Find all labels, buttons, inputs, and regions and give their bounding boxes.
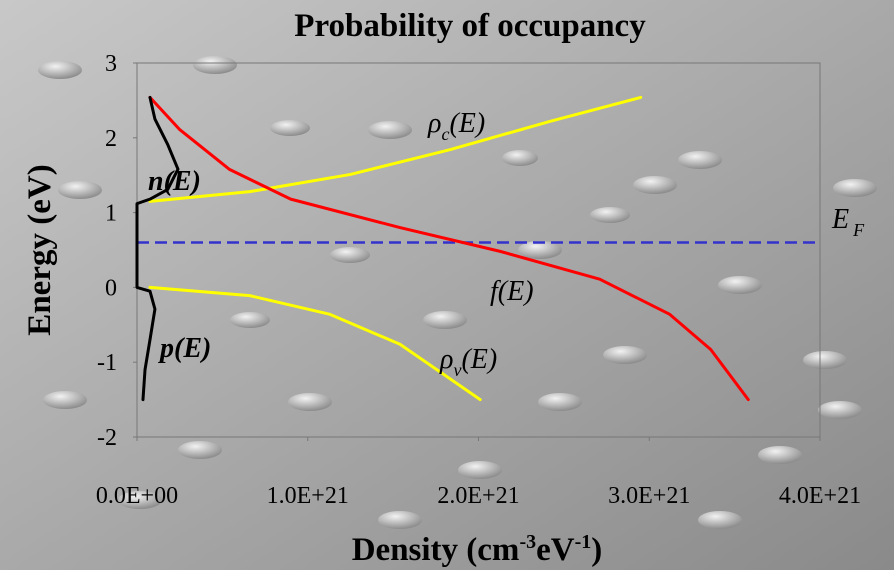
y-tick-label: 0 bbox=[105, 275, 117, 301]
annotation-part: (E) bbox=[449, 108, 485, 139]
curve bbox=[148, 95, 643, 203]
x-tick-label: 0.0E+00 bbox=[96, 483, 178, 509]
plot: -2 -1 0 1 2 3 0.0E+00 1.0E+21 2.0E+21 3.0E+21 4.0E… bbox=[96, 51, 861, 509]
annotation-part: ρ bbox=[439, 344, 453, 375]
annotation: n(E) bbox=[148, 166, 201, 197]
y-tick-label: 3 bbox=[105, 51, 117, 77]
curve bbox=[135, 95, 180, 402]
annotation-part: ρ bbox=[427, 108, 441, 139]
chart-title: Probability of occupancy bbox=[294, 8, 646, 44]
x-axis-title-part: Density (cm bbox=[352, 532, 520, 568]
x-axis-title-sup: -1 bbox=[575, 531, 592, 553]
annotation-sub: v bbox=[453, 360, 461, 380]
annotation-part: E bbox=[831, 204, 849, 235]
background-dots bbox=[38, 56, 877, 529]
annotation-part: (E) bbox=[461, 344, 497, 375]
x-tick-label: 2.0E+21 bbox=[437, 483, 519, 509]
curve bbox=[148, 285, 482, 402]
y-tick-label: -2 bbox=[97, 425, 117, 451]
y-axis-title: Energy (eV) bbox=[22, 164, 58, 335]
y-tick-label: 1 bbox=[105, 201, 117, 227]
x-tick-label: 3.0E+21 bbox=[608, 483, 690, 509]
x-tick-label: 1.0E+21 bbox=[267, 483, 349, 509]
curve bbox=[148, 95, 750, 402]
annotation-sub: c bbox=[441, 124, 449, 144]
annotation-sub: F bbox=[852, 220, 865, 240]
x-axis-title: Density (cm-3eV-1) bbox=[352, 531, 603, 568]
x-axis-title-sup: -3 bbox=[519, 531, 536, 553]
y-tick-label: -1 bbox=[97, 350, 117, 376]
x-axis-title-part: eV bbox=[536, 532, 575, 568]
y-tick-label: 2 bbox=[105, 126, 117, 152]
annotation: p(E) bbox=[158, 333, 211, 364]
x-axis-title-part: ) bbox=[591, 532, 602, 568]
annotation: ρc(E) bbox=[427, 108, 485, 144]
annotation: ρv(E) bbox=[439, 344, 497, 380]
x-tick-label: 4.0E+21 bbox=[779, 483, 861, 509]
annotation: f(E) bbox=[490, 276, 534, 307]
